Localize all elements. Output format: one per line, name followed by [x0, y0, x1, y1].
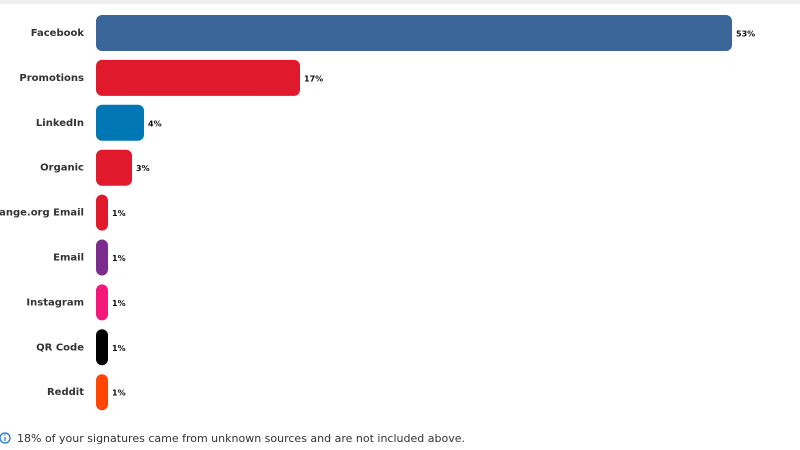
bar — [96, 239, 108, 276]
category-label: Reddit — [47, 387, 84, 398]
value-label: 1% — [112, 299, 126, 308]
bar — [96, 374, 108, 411]
footnote: 18% of your signatures came from unknown… — [17, 432, 465, 445]
bar — [96, 15, 732, 51]
value-label: 1% — [112, 254, 126, 263]
value-label: 1% — [112, 389, 126, 398]
info-icon-dot — [4, 434, 6, 436]
bar — [96, 329, 108, 366]
category-label: Facebook — [31, 28, 85, 39]
category-label: Change.org Email — [0, 208, 84, 219]
category-label: LinkedIn — [36, 118, 84, 129]
top-strip — [0, 0, 800, 4]
value-label: 17% — [304, 74, 323, 83]
category-label: Instagram — [26, 297, 84, 308]
bar — [96, 59, 300, 96]
value-label: 1% — [112, 209, 126, 218]
value-label: 1% — [112, 344, 126, 353]
category-label: Email — [53, 253, 84, 264]
bar — [96, 149, 132, 186]
category-label: QR Code — [36, 342, 84, 353]
info-icon — [0, 432, 11, 444]
bar — [96, 194, 108, 231]
bar — [96, 104, 144, 141]
value-label: 3% — [136, 164, 150, 173]
value-label: 53% — [736, 30, 755, 39]
bar — [96, 284, 108, 321]
category-label: Promotions — [19, 73, 84, 84]
category-label: Organic — [40, 163, 84, 174]
value-label: 4% — [148, 119, 162, 128]
